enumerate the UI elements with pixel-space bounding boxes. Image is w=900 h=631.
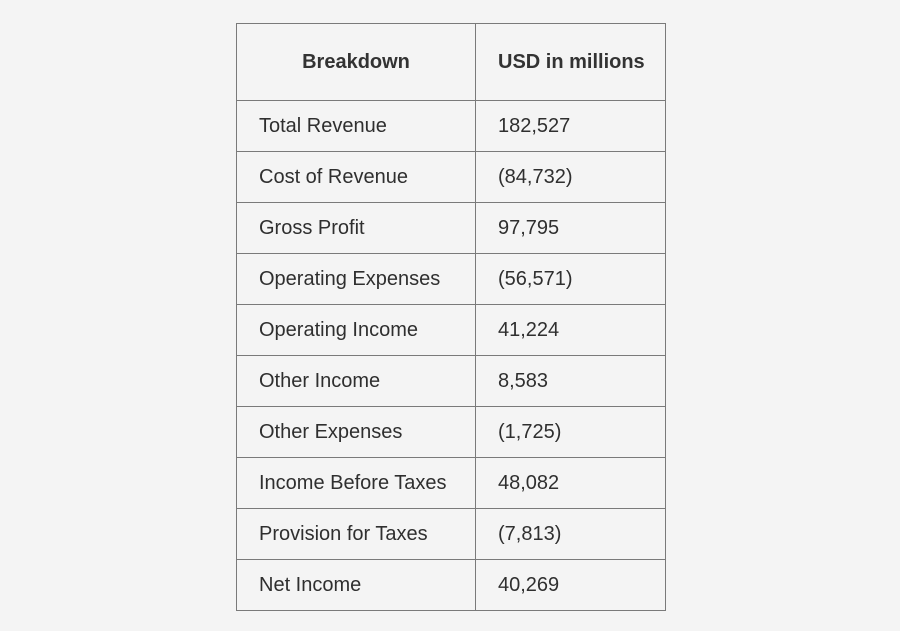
table-row: Total Revenue 182,527 (236, 100, 666, 152)
income-statement-table-container: Breakdown USD in millions Total Revenue … (236, 23, 666, 611)
row-value: (1,725) (475, 406, 666, 458)
table-row: Other Expenses (1,725) (236, 406, 666, 458)
row-label: Other Expenses (236, 406, 476, 458)
table-body: Total Revenue 182,527 Cost of Revenue (8… (236, 100, 666, 611)
row-label: Net Income (236, 559, 476, 611)
row-value: 8,583 (475, 355, 666, 407)
row-value: 41,224 (475, 304, 666, 356)
table-row: Operating Expenses (56,571) (236, 253, 666, 305)
table-row: Net Income 40,269 (236, 559, 666, 611)
row-value: 48,082 (475, 457, 666, 509)
table-row: Cost of Revenue (84,732) (236, 151, 666, 203)
row-value: (7,813) (475, 508, 666, 560)
row-value: 182,527 (475, 100, 666, 152)
row-value: (84,732) (475, 151, 666, 203)
table-row: Gross Profit 97,795 (236, 202, 666, 254)
table-row: Other Income 8,583 (236, 355, 666, 407)
row-label: Income Before Taxes (236, 457, 476, 509)
table-header: Breakdown USD in millions (236, 23, 666, 101)
column-header-usd-millions: USD in millions (475, 23, 666, 101)
row-value: 40,269 (475, 559, 666, 611)
table-row: Operating Income 41,224 (236, 304, 666, 356)
row-label: Provision for Taxes (236, 508, 476, 560)
row-label: Total Revenue (236, 100, 476, 152)
income-statement-table: Breakdown USD in millions Total Revenue … (236, 23, 666, 611)
row-label: Gross Profit (236, 202, 476, 254)
row-value: (56,571) (475, 253, 666, 305)
table-row: Income Before Taxes 48,082 (236, 457, 666, 509)
table-row: Provision for Taxes (7,813) (236, 508, 666, 560)
table-header-row: Breakdown USD in millions (236, 23, 666, 101)
row-label: Operating Expenses (236, 253, 476, 305)
row-value: 97,795 (475, 202, 666, 254)
row-label: Operating Income (236, 304, 476, 356)
column-header-breakdown: Breakdown (236, 23, 476, 101)
row-label: Other Income (236, 355, 476, 407)
row-label: Cost of Revenue (236, 151, 476, 203)
